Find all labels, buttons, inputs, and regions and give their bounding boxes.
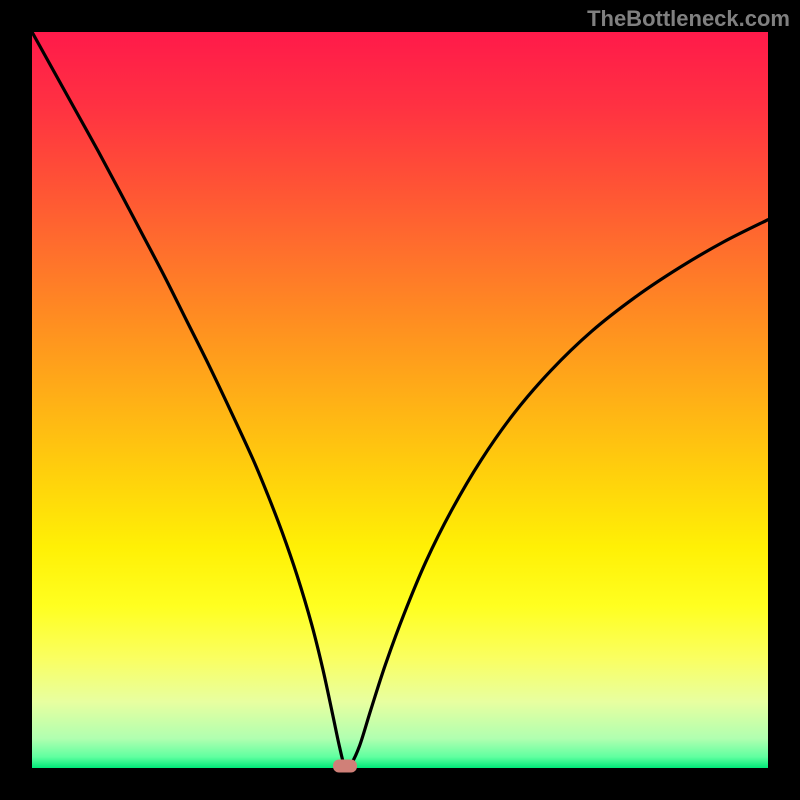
bottleneck-curve <box>32 32 768 768</box>
chart-container: { "watermark": { "text": "TheBottleneck.… <box>0 0 800 800</box>
watermark-text: TheBottleneck.com <box>587 6 790 32</box>
plot-area <box>32 32 768 768</box>
minimum-marker <box>333 759 357 772</box>
